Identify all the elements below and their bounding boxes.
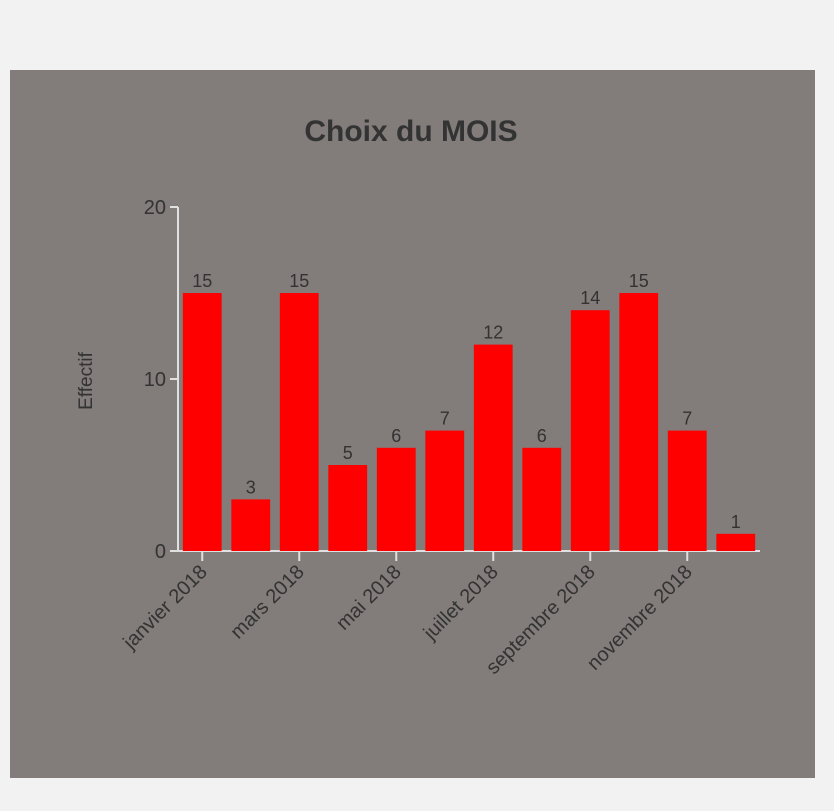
bar [279,293,319,551]
chart-panel [10,70,815,778]
y-tick-label: 10 [144,369,166,391]
bar [328,465,368,551]
value-label: 7 [440,409,450,429]
value-label: 15 [289,271,309,291]
y-tick-label: 0 [155,541,166,563]
value-label: 3 [246,477,256,497]
bar [231,499,271,551]
value-label: 7 [682,409,692,429]
bar [473,344,513,551]
y-axis-label: Effectif [76,351,97,409]
value-label: 15 [192,271,212,291]
value-label: 5 [343,443,353,463]
bar [182,293,222,551]
bar [619,293,659,551]
chart-title: Choix du MOIS [304,115,517,148]
value-label: 14 [580,288,600,308]
bar [376,447,416,551]
bar [667,430,707,551]
bar [570,310,610,551]
bar [425,430,465,551]
value-label: 15 [629,271,649,291]
bar [522,447,562,551]
value-label: 12 [483,323,503,343]
bar [716,533,756,551]
value-label: 1 [731,512,741,532]
value-label: 6 [391,426,401,446]
y-tick-label: 20 [144,197,166,219]
value-label: 6 [537,426,547,446]
